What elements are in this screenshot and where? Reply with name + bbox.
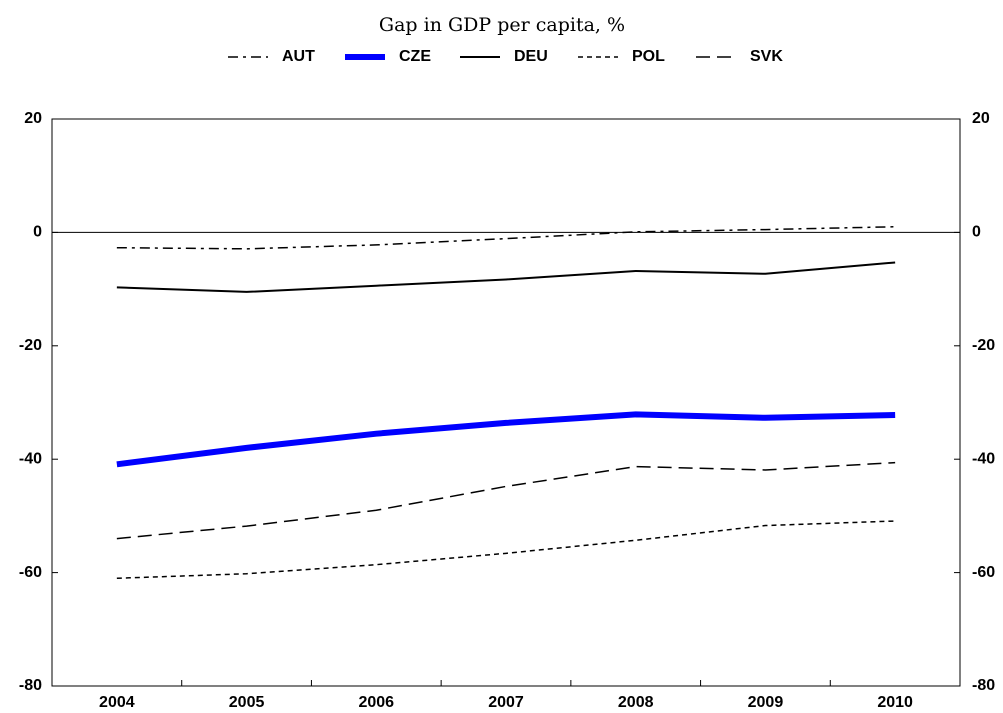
series-line <box>116 411 896 468</box>
y2-tick-label: -60 <box>972 564 995 581</box>
x-tick-label: 2010 <box>877 694 913 711</box>
y2-tick-label: -40 <box>972 450 995 467</box>
y-tick-label: -60 <box>19 564 42 581</box>
legend-label: AUT <box>282 48 315 65</box>
y2-tick-label: 0 <box>972 224 981 241</box>
x-tick-label: 2004 <box>99 694 135 711</box>
y-tick-label: 20 <box>24 110 42 127</box>
y2-tick-label: -20 <box>972 337 995 354</box>
x-tick-label: 2008 <box>618 694 654 711</box>
series-line <box>116 520 896 580</box>
y-tick-label: 0 <box>33 224 42 241</box>
legend-label: DEU <box>514 48 548 65</box>
series-line <box>116 225 896 250</box>
y-tick-label: -20 <box>19 337 42 354</box>
plot-frame <box>51 118 961 687</box>
legend-label: SVK <box>750 48 783 65</box>
series-line <box>116 261 896 293</box>
chart-title: Gap in GDP per capita, % <box>379 14 625 36</box>
series-line <box>116 461 896 540</box>
y2-tick-label: 20 <box>972 110 990 127</box>
x-tick-label: 2005 <box>229 694 265 711</box>
x-tick-label: 2006 <box>358 694 394 711</box>
legend-label: POL <box>632 48 665 65</box>
x-tick-label: 2007 <box>488 694 524 711</box>
y2-tick-label: -80 <box>972 677 995 694</box>
x-tick-label: 2009 <box>748 694 784 711</box>
y-tick-label: -80 <box>19 677 42 694</box>
legend-label: CZE <box>399 48 431 65</box>
y-tick-label: -40 <box>19 450 42 467</box>
